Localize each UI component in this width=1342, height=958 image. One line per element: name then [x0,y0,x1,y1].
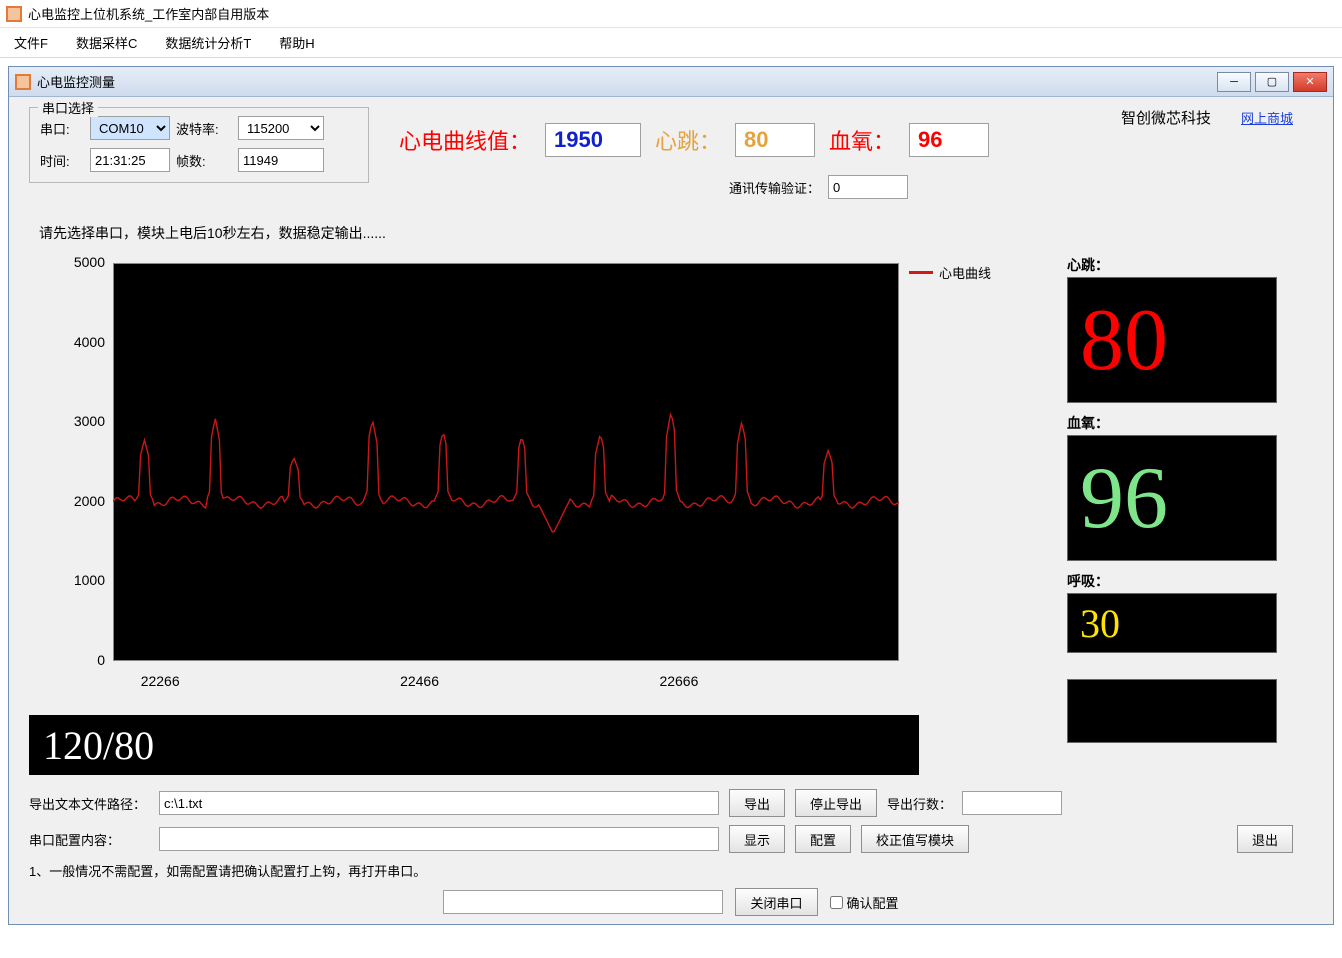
export-path-label: 导出文本文件路径： [29,794,149,813]
menu-help[interactable]: 帮助H [279,33,314,52]
port-label: 串口: [40,119,84,138]
export-button[interactable]: 导出 [729,789,785,817]
menu-bar: 文件F 数据采样C 数据统计分析T 帮助H [0,28,1342,58]
shop-link[interactable]: 网上商城 [1241,108,1293,127]
close-button[interactable]: ✕ [1293,72,1327,92]
side-resp-box: 30 [1067,593,1277,653]
calib-button[interactable]: 校正值写模块 [861,825,969,853]
app-title-bar: 心电监控上位机系统_工作室内部自用版本 [0,0,1342,28]
side-resp-title: 呼吸： [1067,571,1313,591]
ecg-label: 心电曲线值： [399,124,531,156]
ecg-chart: 010002000300040005000 222662246622666 心电… [29,255,1049,695]
exit-button[interactable]: 退出 [1237,825,1293,853]
ecg-value: 1950 [545,123,641,157]
side-blank-box [1067,679,1277,743]
time-field[interactable] [90,148,170,172]
comm-field[interactable] [828,175,908,199]
menu-file[interactable]: 文件F [14,33,48,52]
port-select[interactable]: COM10 [90,116,170,140]
confirm-cfg-label: 确认配置 [847,893,899,912]
hint-text: 请先选择串口，模块上电后10秒左右，数据稳定输出...... [29,223,1313,243]
bp-value: 120/80 [43,722,154,769]
side-hr-box: 80 [1067,277,1277,403]
hr-value: 80 [735,123,815,157]
comm-label: 通讯传输验证： [729,178,820,197]
serial-cfg-label: 串口配置内容： [29,830,149,849]
bottom-center-field[interactable] [443,890,723,914]
spo2-label: 血氧： [829,124,895,156]
serial-legend: 串口选择 [38,98,98,117]
export-lines-label: 导出行数： [887,794,952,813]
time-label: 时间: [40,151,84,170]
confirm-cfg-checkbox[interactable] [830,896,843,909]
vitals-row: 心电曲线值： 1950 心跳： 80 血氧： 96 [399,123,989,157]
export-path-field[interactable] [159,791,719,815]
menu-sample[interactable]: 数据采样C [76,33,137,52]
mdi-icon [15,74,31,90]
menu-stats[interactable]: 数据统计分析T [165,33,251,52]
hint2: 1、一般情况不需配置，如需配置请把确认配置打上钩，再打开串口。 [29,861,1313,880]
app-icon [6,6,22,22]
config-button[interactable]: 配置 [795,825,851,853]
show-button[interactable]: 显示 [729,825,785,853]
spo2-value: 96 [909,123,989,157]
mdi-title-bar: 心电监控测量 ─ ▢ ✕ [9,67,1333,97]
app-title: 心电监控上位机系统_工作室内部自用版本 [28,4,269,23]
minimize-button[interactable]: ─ [1217,72,1251,92]
stop-export-button[interactable]: 停止导出 [795,789,877,817]
company-label: 智创微芯科技 [1121,107,1211,128]
close-port-button[interactable]: 关闭串口 [735,888,817,916]
export-lines-field[interactable] [962,791,1062,815]
bp-panel: 120/80 [29,715,919,775]
frames-label: 帧数: [176,151,232,170]
chart-legend-label: 心电曲线 [939,263,991,282]
chart-legend: 心电曲线 [909,263,991,282]
baud-select[interactable]: 115200 [238,116,324,140]
mdi-title: 心电监控测量 [37,72,115,91]
hr-label: 心跳： [655,124,721,156]
maximize-button[interactable]: ▢ [1255,72,1289,92]
baud-label: 波特率: [176,119,232,138]
mdi-window: 心电监控测量 ─ ▢ ✕ 智创微芯科技 网上商城 串口选择 串口: COM10 … [8,66,1334,925]
side-hr-title: 心跳： [1067,255,1313,275]
side-spo2-box: 96 [1067,435,1277,561]
frames-field[interactable] [238,148,324,172]
side-spo2-title: 血氧： [1067,413,1313,433]
serial-group: 串口选择 串口: COM10 波特率: 115200 时间: 帧数: [29,107,369,183]
serial-cfg-field[interactable] [159,827,719,851]
